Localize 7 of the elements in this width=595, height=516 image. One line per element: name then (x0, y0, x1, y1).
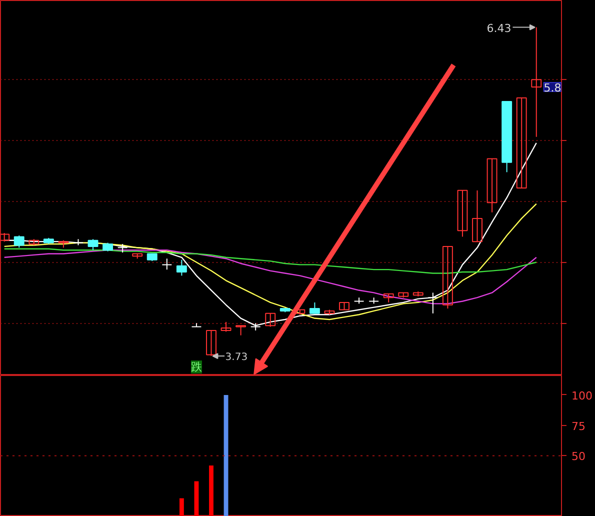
y-tick-label: 100 (572, 389, 592, 402)
annotation: 3.73 (225, 352, 248, 364)
y-tick-label: 50 (572, 450, 586, 464)
annotation: 6.43 (486, 22, 512, 35)
annotation: 5.8 (544, 81, 562, 94)
y-tick-label: 75 (572, 420, 586, 433)
annotation: 跌 (190, 360, 202, 374)
